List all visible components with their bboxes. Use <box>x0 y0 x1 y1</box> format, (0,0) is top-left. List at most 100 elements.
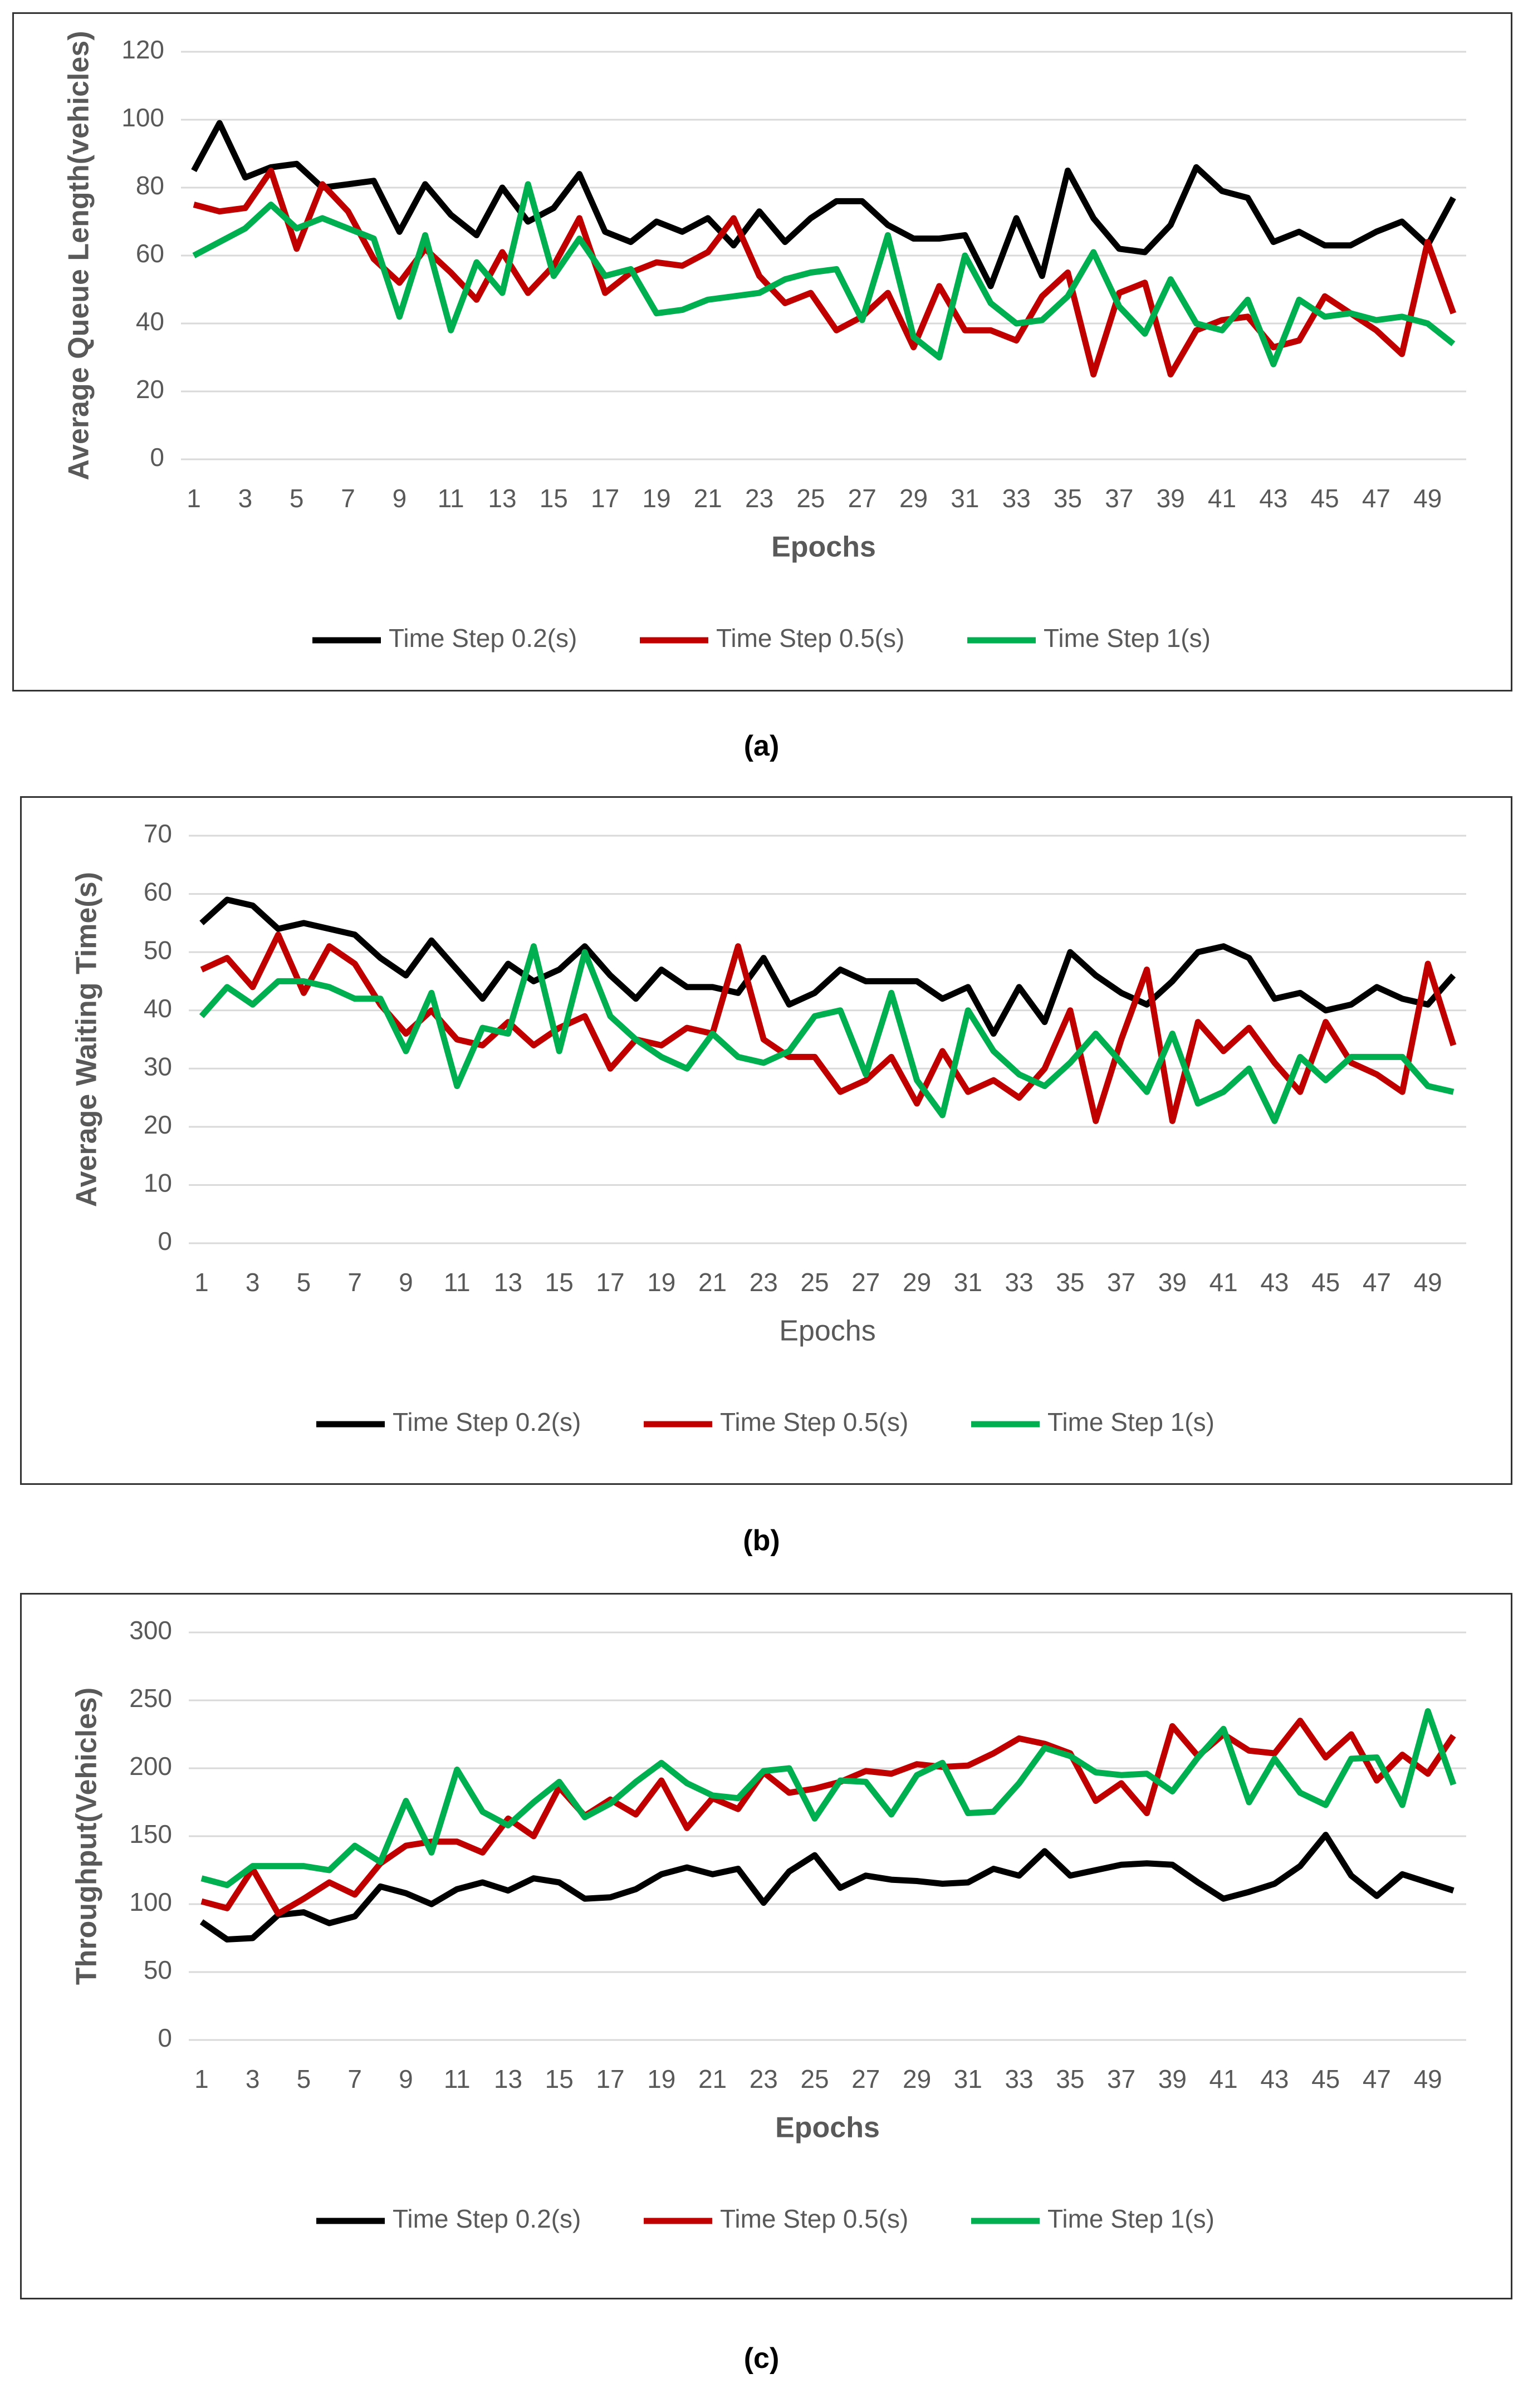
x-tick-label: 47 <box>1363 1268 1391 1297</box>
x-tick-label: 5 <box>290 484 304 513</box>
x-tick-label: 45 <box>1311 1268 1340 1297</box>
x-tick-label: 39 <box>1158 2064 1187 2093</box>
x-tick-label: 17 <box>591 484 619 513</box>
x-tick-label: 37 <box>1105 484 1133 513</box>
x-tick-label: 23 <box>750 2064 778 2093</box>
x-tick-label: 35 <box>1054 484 1082 513</box>
x-tick-label: 21 <box>694 484 722 513</box>
y-axis-title: Throughput(Vehicles) <box>71 1688 103 1985</box>
x-tick-label: 5 <box>297 2064 311 2093</box>
legend-label: Time Step 1(s) <box>1047 1407 1215 1436</box>
y-tick-label: 200 <box>129 1752 172 1781</box>
y-axis-title: Average Waiting Time(s) <box>71 872 103 1207</box>
x-tick-label: 3 <box>246 1268 260 1297</box>
x-tick-label: 1 <box>187 484 201 513</box>
chart-panel: 0 10 20 30 40 50 60 70 1 3 5 7 9 11 13 15 17 19 21 23 25 27 29… <box>20 796 1512 1485</box>
series-line <box>193 168 1457 377</box>
x-tick-label: 25 <box>800 1268 829 1297</box>
y-tick-label: 60 <box>136 239 164 268</box>
series-line <box>200 1708 1457 1889</box>
y-tick-label: 250 <box>129 1684 172 1713</box>
x-tick-label: 33 <box>1005 1268 1034 1297</box>
x-tick-label: 9 <box>399 1268 413 1297</box>
x-tick-label: 47 <box>1362 484 1390 513</box>
series-line <box>192 181 1456 367</box>
x-tick-label: 29 <box>899 484 928 513</box>
x-tick-label: 11 <box>438 484 464 513</box>
legend-label: Time Step 0.5(s) <box>716 624 904 653</box>
x-tick-label: 29 <box>903 2064 931 2093</box>
x-axis-title: Epochs <box>775 2112 880 2144</box>
y-tick-label: 0 <box>158 1227 172 1256</box>
legend-label: Time Step 0.5(s) <box>720 1407 908 1436</box>
x-tick-label: 39 <box>1157 484 1185 513</box>
x-tick-label: 21 <box>698 2064 727 2093</box>
y-tick-label: 60 <box>144 877 172 906</box>
chart-panel: 0 50 100 150 200 250 300 1 3 5 7 9 11 13 15 17 19 21 23 25 2… <box>20 1593 1512 2299</box>
y-tick-label: 100 <box>121 103 164 132</box>
x-tick-label: 7 <box>341 484 355 513</box>
x-tick-label: 45 <box>1311 2064 1340 2093</box>
legend-label: Time Step 0.2(s) <box>393 1407 581 1436</box>
x-tick-label: 31 <box>951 484 979 513</box>
x-tick-label: 3 <box>238 484 253 513</box>
x-tick-label: 15 <box>545 1268 574 1297</box>
y-tick-label: 20 <box>144 1110 172 1139</box>
x-tick-label: 23 <box>750 1268 778 1297</box>
x-tick-label: 27 <box>848 484 876 513</box>
x-tick-label: 13 <box>494 1268 522 1297</box>
x-tick-label: 19 <box>647 2064 675 2093</box>
x-tick-label: 11 <box>444 1268 471 1297</box>
y-axis-title: Average Queue Length(vehicles) <box>63 31 95 480</box>
x-tick-label: 41 <box>1209 1268 1238 1297</box>
y-tick-label: 50 <box>144 935 172 964</box>
legend-label: Time Step 0.2(s) <box>393 2204 581 2233</box>
x-tick-label: 7 <box>347 1268 362 1297</box>
x-axis-title: Epochs <box>779 1315 875 1347</box>
series-line <box>200 1718 1456 1917</box>
x-tick-label: 39 <box>1158 1268 1187 1297</box>
x-tick-label: 3 <box>246 2064 260 2093</box>
x-tick-label: 19 <box>642 484 670 513</box>
x-tick-label: 31 <box>954 1268 982 1297</box>
x-tick-label: 25 <box>796 484 825 513</box>
y-tick-label: 120 <box>121 35 164 64</box>
x-tick-label: 25 <box>800 2064 829 2093</box>
x-tick-label: 21 <box>698 1268 727 1297</box>
legend-label: Time Step 1(s) <box>1044 624 1211 653</box>
x-tick-label: 23 <box>745 484 773 513</box>
x-axis-title: Epochs <box>771 531 876 563</box>
x-tick-label: 35 <box>1056 1268 1084 1297</box>
x-tick-label: 43 <box>1260 1268 1289 1297</box>
x-tick-label: 29 <box>903 1268 931 1297</box>
x-tick-label: 9 <box>393 484 407 513</box>
y-tick-label: 150 <box>129 1820 172 1848</box>
y-tick-label: 40 <box>136 307 164 336</box>
x-tick-label: 11 <box>444 2064 471 2093</box>
x-tick-label: 17 <box>596 1268 624 1297</box>
y-tick-label: 80 <box>136 171 164 200</box>
y-tick-label: 30 <box>144 1052 172 1081</box>
y-tick-label: 70 <box>144 819 172 848</box>
y-tick-label: 100 <box>129 1887 172 1916</box>
y-tick-label: 20 <box>136 375 164 404</box>
x-tick-label: 5 <box>297 1268 311 1297</box>
x-tick-label: 45 <box>1311 484 1339 513</box>
x-tick-label: 33 <box>1002 484 1031 513</box>
x-tick-label: 43 <box>1259 484 1287 513</box>
chart-panel: 0 20 40 60 80 100 120 1 3 5 7 9 11 13 15 17 19 21 23 25 27 29… <box>12 12 1512 691</box>
legend-label: Time Step 1(s) <box>1047 2204 1215 2233</box>
x-tick-label: 9 <box>399 2064 413 2093</box>
x-tick-label: 49 <box>1414 1268 1442 1297</box>
x-tick-label: 1 <box>194 2064 209 2093</box>
series-line <box>191 120 1456 290</box>
x-tick-label: 1 <box>194 1268 209 1297</box>
legend-label: Time Step 0.2(s) <box>389 624 577 653</box>
series-line <box>199 1832 1455 1943</box>
x-tick-label: 47 <box>1363 2064 1391 2093</box>
x-tick-label: 13 <box>488 484 516 513</box>
y-tick-label: 40 <box>144 994 172 1023</box>
